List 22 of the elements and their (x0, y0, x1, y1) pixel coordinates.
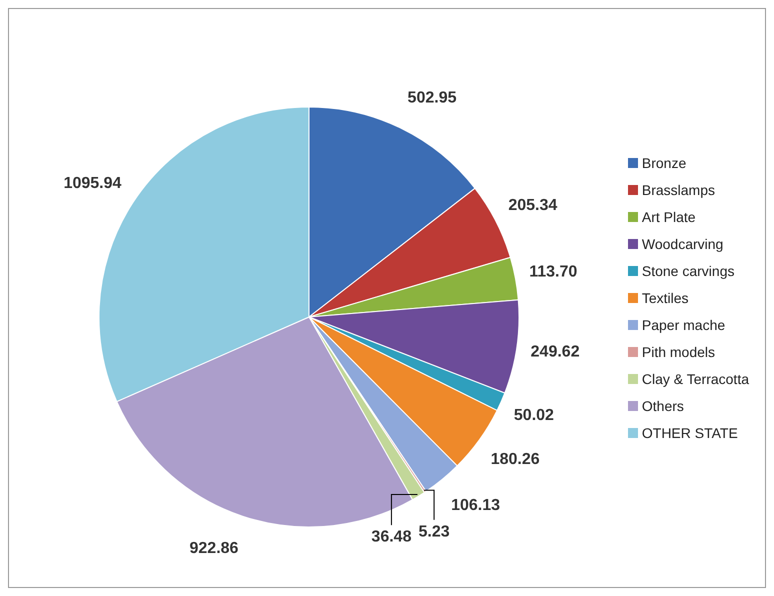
legend-label: Textiles (642, 290, 689, 306)
data-label: 502.95 (408, 89, 457, 106)
legend-label: Pith models (642, 344, 716, 360)
data-label: 106.13 (451, 497, 500, 514)
legend-label: Woodcarving (642, 236, 724, 252)
data-label: 5.23 (418, 523, 450, 540)
legend-label: Brasslamps (642, 182, 716, 198)
data-label: 205.34 (508, 197, 558, 214)
legend-label: Paper mache (642, 316, 726, 332)
data-label: 249.62 (530, 344, 580, 361)
legend-label: Clay & Terracotta (642, 370, 749, 386)
legend-label: OTHER STATE (642, 424, 738, 440)
data-label: 1095.94 (64, 175, 122, 192)
legend-label: Others (642, 398, 684, 414)
legend-label: Bronze (642, 154, 686, 170)
data-label: 180.26 (490, 451, 540, 468)
legend-label: Art Plate (642, 208, 696, 224)
data-label: 922.86 (190, 540, 239, 558)
legend-label: Stone carvings (642, 262, 734, 278)
data-label: 36.48 (371, 528, 412, 546)
data-label: 50.02 (514, 407, 554, 424)
data-label: 113.70 (529, 264, 578, 281)
